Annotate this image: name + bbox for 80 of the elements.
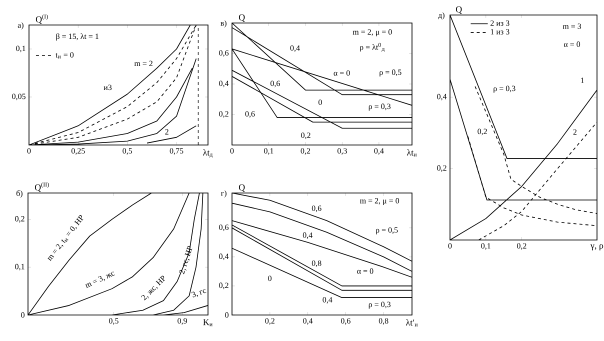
- y-axis-title: Q: [456, 6, 462, 14]
- annotation: 2, жс, НР: [141, 276, 166, 300]
- y-tick-label: 0,1: [16, 46, 26, 52]
- annotation: 0,4: [290, 45, 300, 52]
- y-axis-title: Q$^{(I)}$: [36, 14, 48, 24]
- x-tick-label: 0,6: [340, 318, 350, 325]
- x-tick-label: 0: [230, 148, 234, 154]
- annotation: m = 2: [134, 60, 152, 66]
- y-axis-title: Q: [238, 184, 245, 192]
- annotation: 0: [268, 276, 272, 282]
- x-tick-label: 0,9: [178, 318, 187, 325]
- y-tick-label: 0,2: [219, 282, 228, 290]
- annotation: 0,6: [270, 80, 280, 88]
- annotation: ρ = 0,5: [380, 70, 402, 77]
- x-tick-label: 0,25: [71, 148, 85, 155]
- chart-title: г): [221, 190, 226, 198]
- y-tick-label: 0,6: [219, 50, 229, 57]
- y-tick-label: 0,05: [12, 94, 26, 100]
- annotation: 2: [165, 129, 168, 134]
- x-axis-title: λt′$_{и}$: [406, 319, 418, 327]
- x-tick-label: 0,2: [300, 148, 310, 155]
- x-tick-label: 0,4: [303, 318, 313, 325]
- x-axis-title: λt$_{и}$: [406, 149, 417, 157]
- annotation: m = 3: [562, 24, 582, 29]
- x-tick-label: 0,2: [517, 243, 526, 250]
- y-tick-label: 0,4: [219, 80, 229, 88]
- annotation: β = 15, λt = 1: [56, 33, 98, 41]
- annotation: α = 0: [564, 42, 580, 47]
- x-axis-title: λt$_{д}$: [203, 149, 213, 158]
- annotation: α = 0: [334, 70, 350, 76]
- x-axis-title: γ, ρ: [590, 244, 604, 250]
- y-tick-label: 0,2: [15, 216, 24, 223]
- x-tick-label: 0: [27, 148, 31, 154]
- annotation: 3, гс: [191, 289, 206, 298]
- annotation: m = 2, μ = 0: [360, 198, 400, 206]
- annotation: m = 2, μ = 0: [352, 29, 392, 36]
- x-tick-label: 0,1: [264, 148, 274, 155]
- annotation: 0: [318, 100, 322, 105]
- legend-label: t$_{и}$ = 0: [56, 52, 74, 59]
- y-axis-title: Q$^{(II)}$: [34, 182, 49, 192]
- annotation: и3: [104, 84, 112, 90]
- y-tick-label: 0,2: [219, 111, 228, 118]
- annotation: α = 0: [357, 268, 374, 274]
- annotation: ρ = 0,3: [494, 86, 516, 93]
- annotation: 0,4: [302, 232, 312, 239]
- chart-title: д): [438, 12, 444, 20]
- x-tick-label: 0: [448, 243, 452, 249]
- annotation: 0,8: [312, 260, 322, 268]
- chart-title: в): [220, 20, 226, 28]
- annotation: m = 2, t$_{и}$ = 0, НР: [48, 215, 84, 262]
- x-tick-label: 0,3: [338, 148, 347, 155]
- chart-title: б): [16, 190, 22, 198]
- annotation: 0,6: [312, 206, 322, 212]
- legend-label: 2 из 3: [490, 20, 510, 26]
- legend-label: 1 из 3: [490, 29, 510, 34]
- y-tick-label: 0,1: [15, 264, 24, 270]
- y-tick-label: 0: [21, 312, 25, 318]
- x-axis-title: K$_{и}$: [203, 319, 212, 326]
- annotation: ρ = 0,5: [376, 227, 398, 234]
- x-tick-label: 0,4: [374, 148, 384, 155]
- x-tick-label: 0,5: [109, 318, 118, 325]
- annotation: ρ = 0,3: [368, 104, 391, 111]
- x-tick-label: 0,2: [265, 318, 274, 325]
- y-tick-label: 0,4: [219, 254, 229, 260]
- y-tick-label: 0: [225, 312, 229, 318]
- annotation: 1: [581, 78, 584, 83]
- x-tick-label: 0,75: [170, 148, 184, 155]
- annotation: 0,2: [478, 128, 487, 136]
- annotation: 0,2: [301, 132, 310, 140]
- chart-title: а): [18, 22, 24, 30]
- annotation: 0,6: [245, 111, 255, 118]
- x-tick-label: 0,8: [378, 318, 388, 325]
- x-tick-label: 0,5: [122, 148, 132, 155]
- x-tick-label: 0,1: [481, 243, 490, 250]
- annotation: ρ = 0,3: [368, 302, 391, 309]
- annotation: 0,4: [322, 297, 332, 304]
- annotation: 2: [573, 129, 577, 135]
- y-tick-label: 0,6: [219, 224, 229, 232]
- annotation: m = 3, жс: [85, 272, 115, 288]
- y-axis-title: Q: [238, 14, 245, 22]
